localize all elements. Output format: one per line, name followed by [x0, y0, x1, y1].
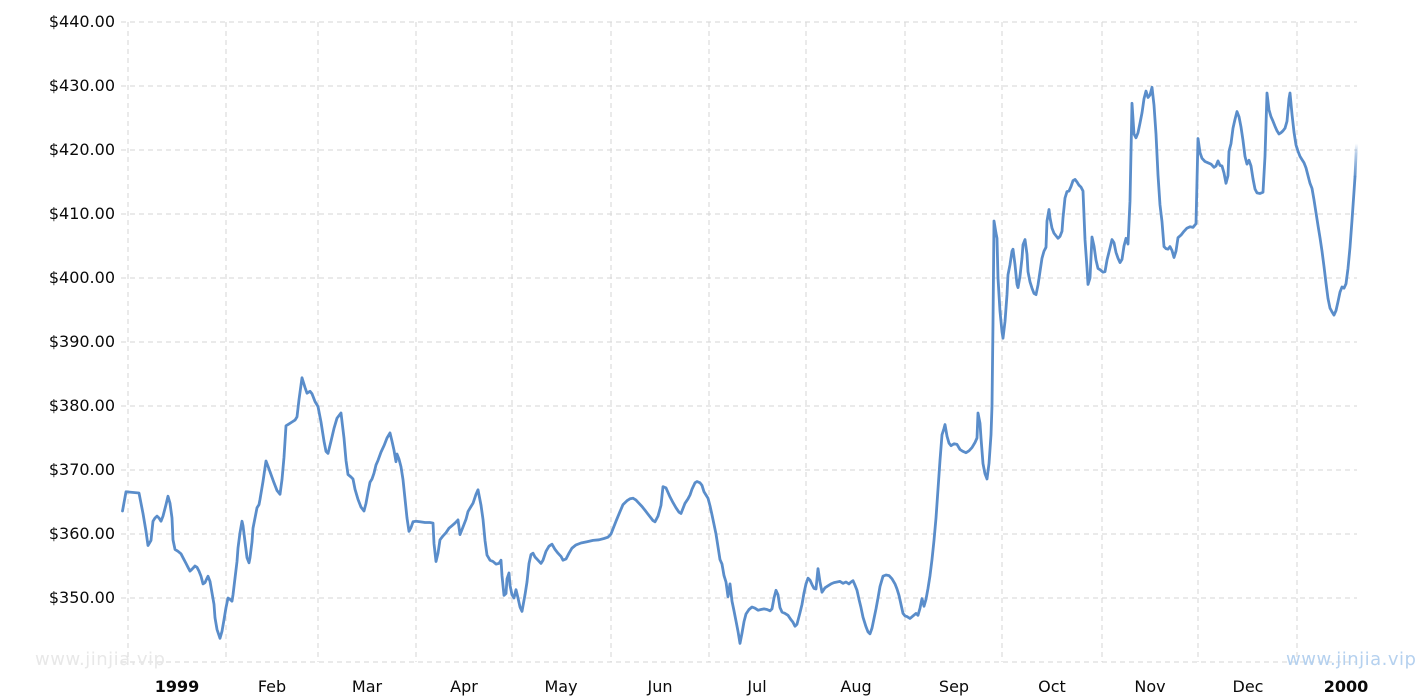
x-axis-tick-label: 2000 — [1323, 677, 1369, 696]
x-axis-tick-label: 1999 — [154, 677, 200, 696]
x-axis-tick-label: Feb — [257, 677, 287, 696]
x-axis-tick-label: Oct — [1038, 677, 1066, 696]
y-axis-tick-label: $370.00 — [48, 460, 115, 479]
y-axis-tick-label: $360.00 — [48, 524, 115, 543]
price-line — [121, 85, 1357, 645]
x-axis-tick-label: Jul — [747, 677, 767, 696]
y-axis-tick-label: $350.00 — [48, 588, 115, 607]
y-axis-tick-label: $430.00 — [48, 76, 115, 95]
horizontal-gridlines — [121, 21, 1357, 663]
watermark-right: www.jinjia.vip — [1286, 649, 1415, 670]
x-axis-tick-label: Apr — [450, 677, 478, 696]
x-axis-tick-label: May — [544, 677, 578, 696]
x-axis-tick-label: Mar — [351, 677, 383, 696]
x-axis-tick-label: Aug — [840, 677, 872, 696]
watermark-left: www.jinjia.vip — [35, 649, 166, 670]
x-axis-tick-label: Sep — [938, 677, 970, 696]
x-axis-tick-label: Dec — [1232, 677, 1264, 696]
price-line-fading-tip — [1353, 143, 1358, 177]
price-line-series — [121, 85, 1358, 645]
y-axis-tick-label: $410.00 — [48, 204, 115, 223]
y-axis-tick-label: $380.00 — [48, 396, 115, 415]
y-axis-tick-label: $440.00 — [48, 12, 115, 31]
x-axis-tick-label: Jun — [647, 677, 673, 696]
y-axis-tick-label: $420.00 — [48, 140, 115, 159]
x-axis-tick-label: Nov — [1134, 677, 1166, 696]
vertical-gridlines — [127, 22, 1298, 662]
y-axis-tick-label: $390.00 — [48, 332, 115, 351]
y-axis-tick-label: $400.00 — [48, 268, 115, 287]
